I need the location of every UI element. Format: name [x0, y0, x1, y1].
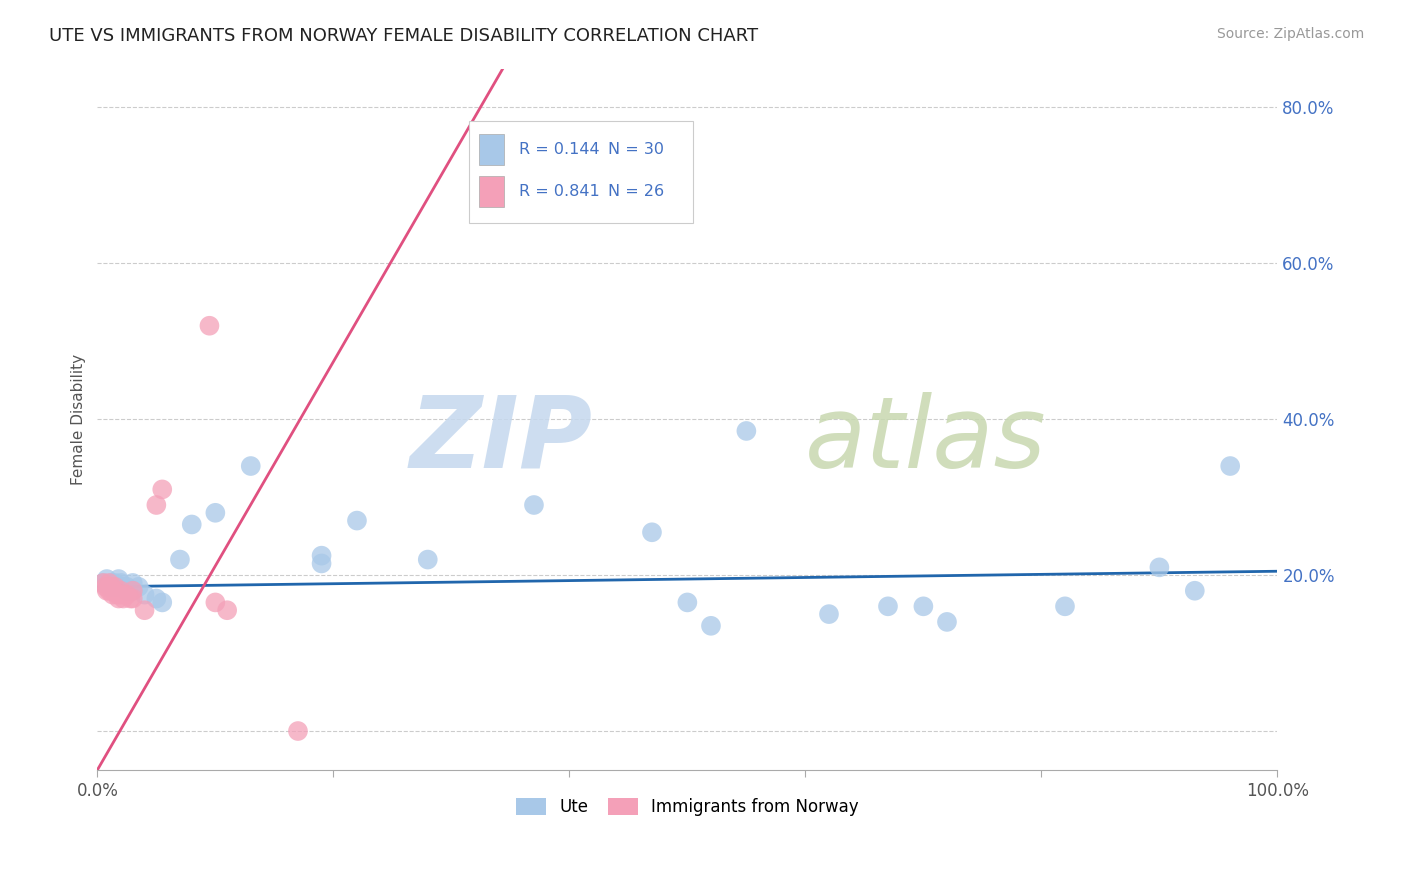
Point [110, 580, 132, 594]
Point [107, 588, 129, 602]
Point [1219, 458, 1241, 473]
Point [641, 525, 664, 540]
Point [98, 580, 121, 594]
Point [96, 583, 118, 598]
Point [128, 580, 150, 594]
Point [145, 498, 167, 512]
Point [112, 580, 135, 594]
Point [112, 591, 135, 606]
Point [100, 580, 122, 594]
Point [134, 603, 156, 617]
Point [700, 619, 723, 633]
Point [1149, 560, 1171, 574]
Point [107, 572, 129, 586]
Point [1053, 599, 1076, 614]
Point [110, 583, 132, 598]
Point [120, 591, 142, 606]
Point [134, 588, 156, 602]
Point [204, 595, 226, 609]
Point [676, 595, 699, 609]
Point [115, 580, 138, 594]
Point [145, 591, 167, 606]
Point [107, 591, 129, 606]
Point [96, 572, 118, 586]
Point [94, 580, 117, 594]
Point [121, 591, 143, 606]
Point [311, 557, 333, 571]
Text: N = 26: N = 26 [609, 184, 665, 199]
Point [936, 615, 959, 629]
Legend: Ute, Immigrants from Norway: Ute, Immigrants from Norway [508, 790, 868, 825]
Point [121, 576, 143, 591]
Point [912, 599, 935, 614]
Point [101, 588, 124, 602]
Point [1184, 583, 1206, 598]
Point [115, 583, 138, 598]
Point [115, 588, 138, 602]
Point [311, 549, 333, 563]
Point [104, 585, 127, 599]
Point [217, 603, 239, 617]
Point [180, 517, 202, 532]
Text: ZIP: ZIP [411, 392, 593, 489]
FancyBboxPatch shape [478, 134, 505, 165]
Point [104, 576, 127, 591]
Point [287, 724, 309, 739]
Point [204, 506, 226, 520]
Point [150, 595, 173, 609]
Point [818, 607, 841, 621]
Y-axis label: Female Disability: Female Disability [72, 354, 86, 485]
Point [110, 588, 132, 602]
Text: UTE VS IMMIGRANTS FROM NORWAY FEMALE DISABILITY CORRELATION CHART: UTE VS IMMIGRANTS FROM NORWAY FEMALE DIS… [49, 27, 758, 45]
Point [100, 576, 122, 591]
Point [104, 580, 127, 594]
FancyBboxPatch shape [470, 121, 693, 223]
FancyBboxPatch shape [478, 176, 505, 208]
Point [150, 483, 173, 497]
Point [416, 552, 439, 566]
Point [735, 424, 758, 438]
Point [547, 202, 569, 216]
Point [169, 552, 191, 566]
Text: atlas: atlas [806, 392, 1047, 489]
Text: Source: ZipAtlas.com: Source: ZipAtlas.com [1216, 27, 1364, 41]
Point [110, 576, 132, 591]
Text: R = 0.841: R = 0.841 [519, 184, 599, 199]
Point [98, 580, 121, 594]
Point [239, 458, 262, 473]
Point [523, 498, 546, 512]
Text: R = 0.144: R = 0.144 [519, 142, 599, 157]
Point [104, 580, 127, 594]
Point [91, 576, 114, 591]
Point [121, 583, 143, 598]
Point [877, 599, 900, 614]
Point [98, 576, 121, 591]
Point [121, 583, 143, 598]
Point [346, 514, 368, 528]
Point [98, 583, 121, 598]
Point [91, 576, 114, 591]
Text: N = 30: N = 30 [609, 142, 664, 157]
Point [198, 318, 221, 333]
